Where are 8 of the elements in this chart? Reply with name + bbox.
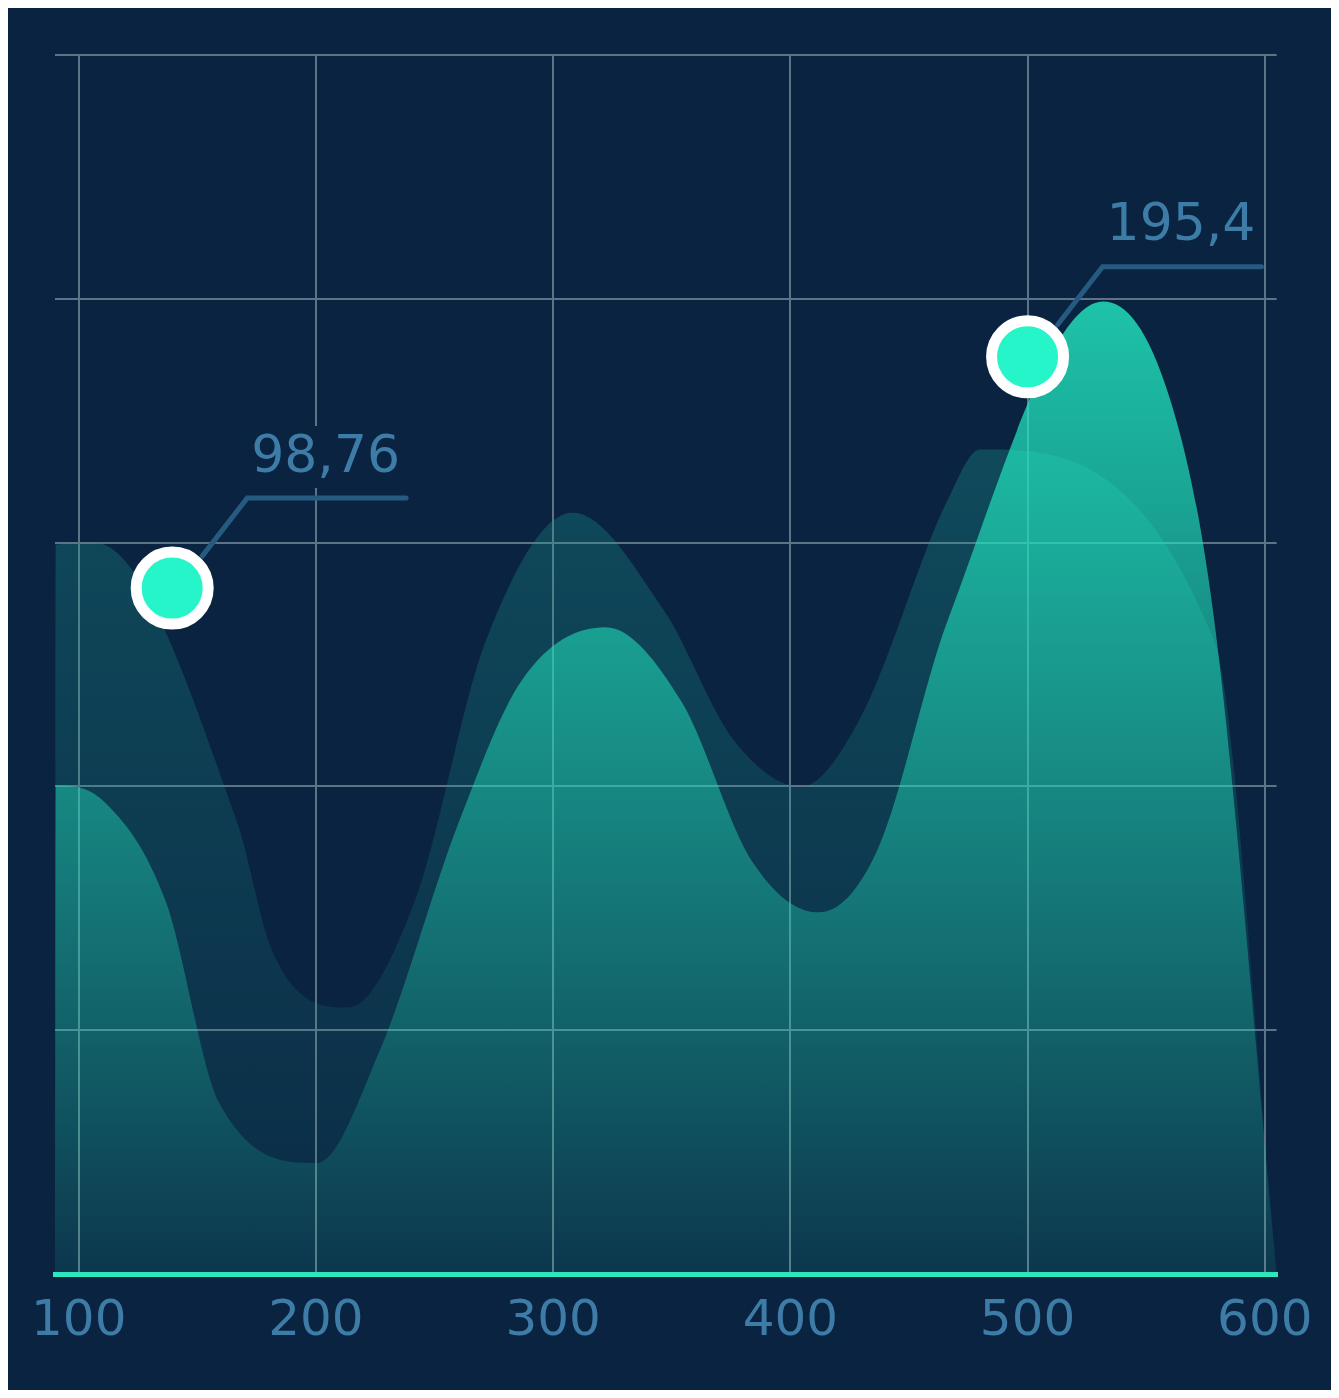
data-label: 98,76 — [251, 423, 401, 484]
x-tick-label: 600 — [1217, 1288, 1313, 1347]
x-tick-label: 100 — [31, 1288, 127, 1347]
x-tick-label: 200 — [268, 1288, 364, 1347]
x-tick-label: 300 — [505, 1288, 601, 1347]
x-tick-label: 400 — [742, 1288, 839, 1347]
x-tick-label: 500 — [979, 1288, 1076, 1347]
data-label: 195,4 — [1106, 192, 1256, 253]
